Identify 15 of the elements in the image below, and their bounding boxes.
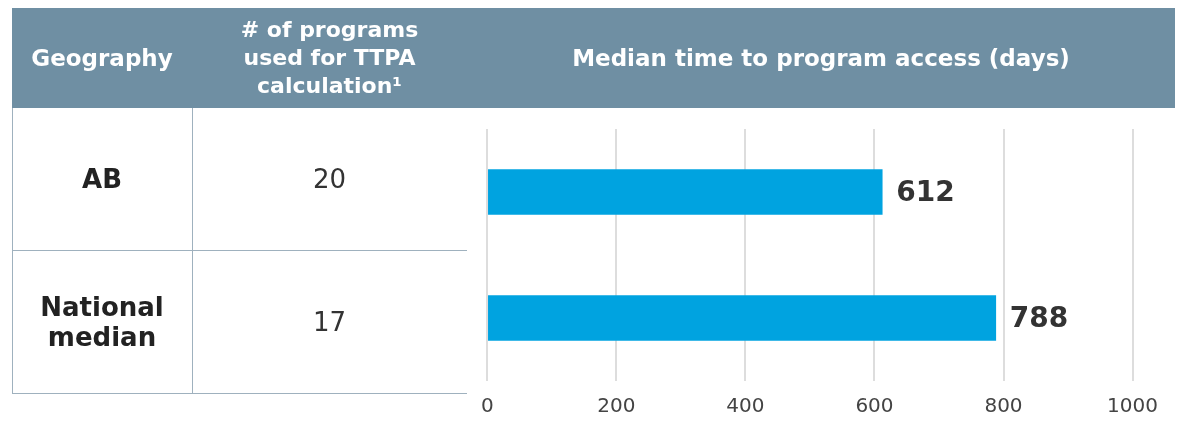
x-tick-label: 200 xyxy=(597,393,636,418)
x-tick-label: 400 xyxy=(726,393,765,418)
text: Geography xyxy=(30,44,174,73)
x-tick-label: 0 xyxy=(481,393,494,418)
category-label: National median xyxy=(39,292,165,352)
text: # of programs used for TTPA calculation¹ xyxy=(239,16,420,100)
category-label: AB xyxy=(81,164,123,194)
data-label: 788 xyxy=(1009,301,1069,335)
x-tick-label: 800 xyxy=(984,393,1023,418)
x-tick-label: 1000 xyxy=(1107,393,1158,418)
data-label: 612 xyxy=(896,175,955,209)
data-label: 20 xyxy=(192,108,467,251)
chart-title: Median time to program access (days) xyxy=(467,8,1175,108)
data-label: 17 xyxy=(192,251,467,394)
x-tick-label: 600 xyxy=(855,393,894,418)
